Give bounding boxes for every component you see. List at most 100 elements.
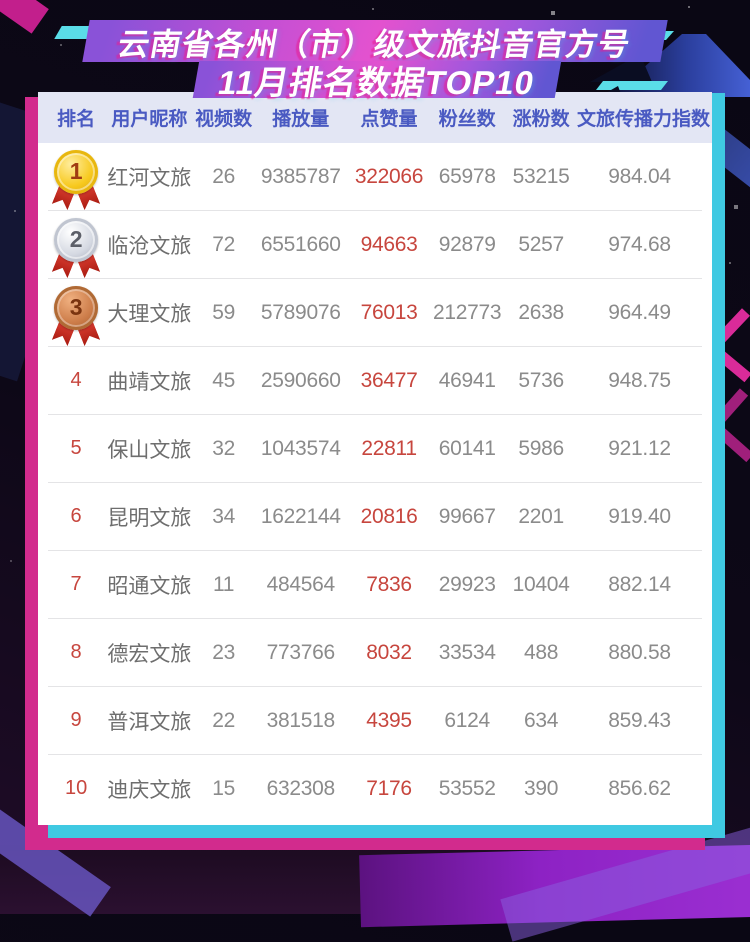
index-value: 964.49 [608,300,671,324]
silver-medal-icon: 2 [53,217,99,276]
videos-value: 11 [212,572,235,596]
deco-cyan-bar [596,81,668,90]
growth-value: 390 [524,776,559,800]
header-videos: 视频数 [195,109,253,130]
rank-number: 2 [54,217,99,262]
table-row: 2 临沧文旅 72 6551660 94663 92879 5257 974.6… [48,210,702,278]
growth-value: 5736 [518,368,564,392]
account-name: 德宏文旅 [107,642,192,666]
videos-value: 23 [212,640,235,664]
fans-value: 212773 [433,300,502,324]
likes-value: 20816 [360,504,418,528]
ranking-card: 排名 用户昵称 视频数 播放量 点赞量 粉丝数 涨粉数 文旅传播力指数 1 红河… [38,92,712,825]
likes-value: 8032 [366,640,412,664]
table-header: 排名 用户昵称 视频数 播放量 点赞量 粉丝数 涨粉数 文旅传播力指数 [38,92,712,143]
header-likes: 点赞量 [360,109,418,130]
rank-number: 3 [54,285,99,330]
fans-value: 6124 [444,708,490,732]
videos-value: 22 [212,708,235,732]
fans-value: 92879 [438,232,496,256]
likes-value: 76013 [360,300,418,324]
likes-value: 94663 [360,232,418,256]
account-name: 昆明文旅 [107,506,192,530]
background-pink-corner [0,0,49,34]
index-value: 856.62 [608,776,671,800]
fans-value: 33534 [438,640,496,664]
growth-value: 53215 [512,164,570,188]
likes-value: 4395 [366,708,412,732]
table-row: 5 保山文旅 32 1043574 22811 60141 5986 921.1… [48,414,702,482]
index-value: 919.40 [608,504,671,528]
rank-cell: 2 [48,214,104,276]
plays-value: 9385787 [260,164,341,188]
rank-number: 7 [70,573,82,595]
growth-value: 634 [524,708,559,732]
plays-value: 484564 [266,572,336,596]
videos-value: 32 [212,436,235,460]
table-row: 8 德宏文旅 23 773766 8032 33534 488 880.58 [48,618,702,686]
table-row: 7 昭通文旅 11 484564 7836 29923 10404 882.14 [48,550,702,618]
index-value: 859.43 [608,708,671,732]
page-title-line2: 11月排名数据TOP10 [192,61,562,101]
growth-value: 5986 [518,436,564,460]
plays-value: 5789076 [260,300,341,324]
growth-value: 488 [524,640,559,664]
likes-value: 7176 [366,776,412,800]
growth-value: 5257 [518,232,564,256]
index-value: 984.04 [608,164,671,188]
rank-number: 4 [70,369,82,391]
rank-cell: 1 [48,146,104,208]
plays-value: 773766 [266,640,336,664]
table-row: 6 昆明文旅 34 1622144 20816 99667 2201 919.4… [48,482,702,550]
videos-value: 26 [212,164,235,188]
bronze-medal-icon: 3 [53,285,99,344]
plays-value: 1043574 [260,436,341,460]
fans-value: 65978 [438,164,496,188]
index-value: 880.58 [608,640,671,664]
table-row: 1 红河文旅 26 9385787 322066 65978 53215 984… [48,143,702,210]
account-name: 保山文旅 [107,438,192,462]
growth-value: 2638 [518,300,564,324]
index-value: 974.68 [608,232,671,256]
account-name: 迪庆文旅 [107,778,192,802]
index-value: 882.14 [608,572,671,596]
plays-value: 6551660 [260,232,341,256]
table-body: 1 红河文旅 26 9385787 322066 65978 53215 984… [38,143,712,822]
rank-cell: 5 [48,437,104,460]
account-name: 临沧文旅 [107,234,192,258]
rank-cell: 7 [48,573,104,596]
likes-value: 36477 [360,368,418,392]
account-name: 红河文旅 [107,166,192,190]
gold-medal-icon: 1 [53,149,99,208]
plays-value: 2590660 [260,368,341,392]
fans-value: 60141 [438,436,496,460]
growth-value: 2201 [518,504,564,528]
fans-value: 53552 [438,776,496,800]
videos-value: 59 [212,300,235,324]
table-row: 10 迪庆文旅 15 632308 7176 53552 390 856.62 [48,754,702,822]
rank-number: 1 [54,149,99,194]
rank-number: 8 [70,641,82,663]
videos-value: 34 [212,504,235,528]
table-row: 3 大理文旅 59 5789076 76013 212773 2638 964.… [48,278,702,346]
videos-value: 72 [212,232,235,256]
index-value: 948.75 [608,368,671,392]
header-plays: 播放量 [272,109,330,130]
account-name: 大理文旅 [107,302,192,326]
videos-value: 45 [212,368,235,392]
rank-number: 5 [70,437,82,459]
header-fans: 粉丝数 [438,109,496,130]
fans-value: 46941 [438,368,496,392]
rank-cell: 8 [48,641,104,664]
videos-value: 15 [212,776,235,800]
header-fan-growth: 涨粉数 [512,109,570,130]
fans-value: 99667 [438,504,496,528]
plays-value: 381518 [266,708,336,732]
rank-cell: 4 [48,369,104,392]
likes-value: 7836 [366,572,412,596]
growth-value: 10404 [512,572,570,596]
rank-cell: 9 [48,709,104,732]
background-stars [0,0,2,2]
account-name: 昭通文旅 [107,574,192,598]
account-name: 普洱文旅 [107,710,192,734]
